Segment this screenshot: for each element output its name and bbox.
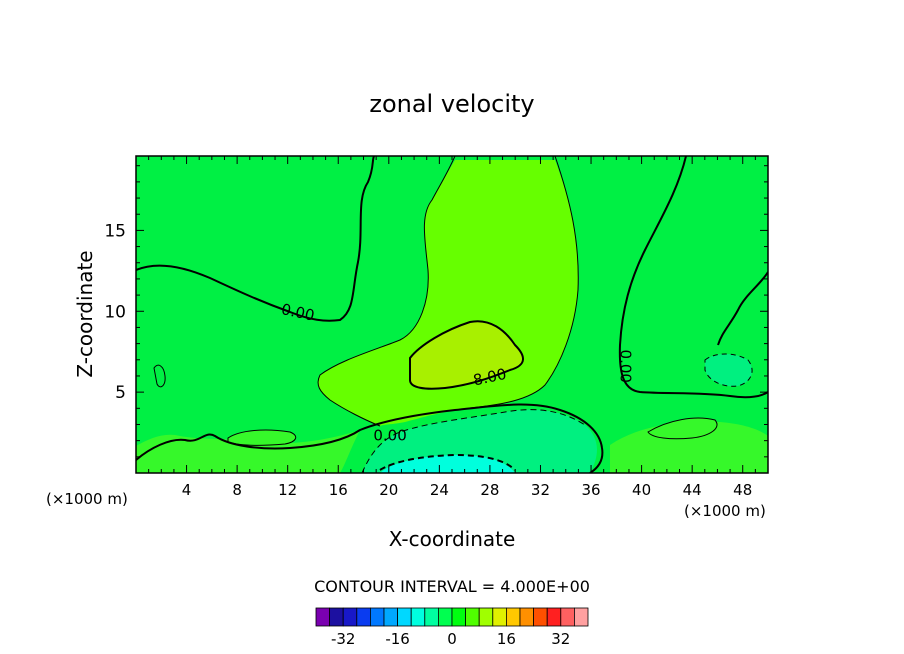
x-tick-label: 40 [632, 481, 651, 499]
contour-four-central-west [317, 156, 456, 427]
contour-four-blob-west [227, 429, 297, 446]
x-axis-ticks: 4 8 12 16 20 24 28 32 36 40 44 48 [148, 156, 756, 499]
contour-negative-four-east [704, 353, 753, 387]
region-negative-east [705, 354, 753, 387]
colorbar-ticks: -32 -16 0 16 32 [331, 630, 570, 648]
y-tick-label: 5 [115, 383, 126, 403]
colorbar-swatch [329, 607, 344, 627]
x-tick-label: 24 [430, 481, 449, 499]
contour-label: 0.00 [617, 350, 635, 383]
y-tick-label: 10 [104, 302, 126, 322]
contour-zero-east-upper [717, 271, 768, 346]
x-tick-label: 44 [683, 481, 702, 499]
chart-title: zonal velocity [369, 90, 534, 118]
region-strong-positive [410, 321, 524, 389]
colorbar [315, 607, 589, 627]
colorbar-tick-label: -16 [385, 630, 410, 648]
colorbar-swatch [478, 607, 494, 627]
contour-negative-four-south [361, 409, 586, 473]
colorbar-swatch [437, 607, 453, 627]
colorbar-swatch [492, 607, 507, 627]
colorbar-swatch [560, 607, 575, 627]
contour-interval-text: CONTOUR INTERVAL = 4.000E+00 [314, 577, 590, 596]
contour-lines [136, 156, 768, 473]
x-tick-label: 16 [329, 481, 348, 499]
x-unit-left: (×1000 m) [46, 490, 128, 508]
x-tick-label: 48 [733, 481, 752, 499]
x-tick-label: 28 [480, 481, 499, 499]
colorbar-swatch [505, 607, 521, 627]
colorbar-swatch [397, 607, 412, 627]
region-weak-positive-blob-west [228, 430, 296, 446]
colorbar-swatch [342, 607, 358, 627]
contour-zero-south [136, 403, 604, 473]
region-weak-positive-blob-east [648, 418, 718, 439]
plot-area [136, 156, 768, 473]
contour-blob-far-west [153, 364, 166, 388]
x-tick-label: 4 [182, 481, 192, 499]
colorbar-tick-label: -32 [331, 630, 356, 648]
colorbar-tick-label: 32 [551, 630, 570, 648]
x-tick-label: 36 [581, 481, 600, 499]
colorbar-tick-label: 0 [447, 630, 457, 648]
colorbar-swatch [315, 607, 331, 627]
colorbar-swatch [465, 607, 480, 627]
colorbar-swatch [519, 607, 535, 627]
contour-zero-upper-west [136, 156, 375, 322]
y-tick-label: 15 [104, 221, 126, 241]
colorbar-swatch [424, 607, 439, 627]
x-tick-label: 20 [379, 481, 398, 499]
colorbar-swatch [369, 607, 385, 627]
x-tick-label: 8 [232, 481, 242, 499]
colorbar-swatch [410, 607, 426, 627]
colorbar-swatch [574, 607, 589, 627]
contour-eight [409, 320, 524, 390]
y-axis-label: Z-coordinate [73, 250, 97, 377]
colorbar-swatch [546, 607, 562, 627]
colorbar-swatch [533, 607, 548, 627]
colorbar-swatch [383, 607, 399, 627]
contour-four-blob-east [647, 417, 718, 440]
region-weak-positive-east [610, 421, 768, 473]
colorbar-tick-label: 16 [497, 630, 516, 648]
x-tick-label: 32 [531, 481, 550, 499]
y-axis-ticks: 5 10 15 [104, 165, 768, 458]
colorbar-swatch [356, 607, 371, 627]
x-unit-right: (×1000 m) [684, 502, 766, 520]
x-axis-label: X-coordinate [389, 527, 516, 551]
contour-four-central-east [469, 156, 579, 409]
contour-label: 0.00 [373, 426, 406, 444]
colorbar-swatch [451, 607, 467, 627]
contour-zero-east [618, 156, 768, 399]
x-tick-label: 12 [278, 481, 297, 499]
